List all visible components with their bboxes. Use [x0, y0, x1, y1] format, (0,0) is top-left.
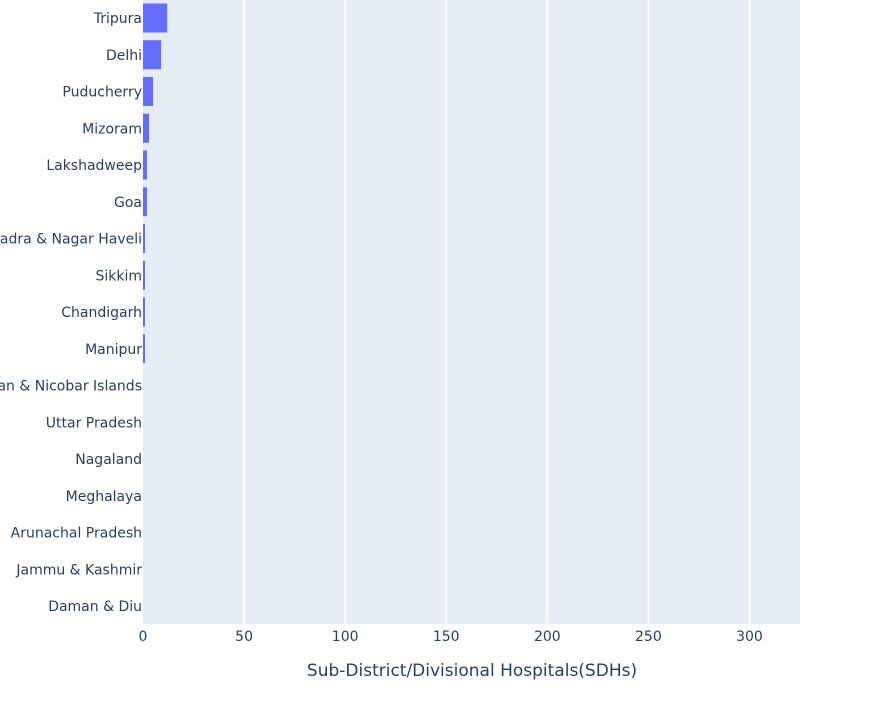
y-tick-label: Lakshadweep	[46, 158, 142, 174]
x-tick-label: 100	[332, 629, 359, 645]
y-tick-label: Goa	[114, 195, 142, 211]
y-tick-label: Nagaland	[75, 452, 142, 468]
x-tick-label: 150	[433, 629, 460, 645]
y-tick-label: Uttar Pradesh	[46, 415, 142, 431]
bar[interactable]	[143, 224, 146, 253]
y-tick-label: Mizoram	[82, 121, 142, 137]
bars	[143, 3, 168, 364]
bar[interactable]	[143, 150, 148, 180]
y-tick-label: Delhi	[106, 48, 142, 64]
y-tick-label: Tripura	[93, 11, 142, 27]
bar[interactable]	[143, 113, 150, 143]
y-tick-label: Dadra & Nagar Haveli	[0, 232, 142, 248]
x-tick-label: 200	[534, 629, 561, 645]
y-tick-label: Andaman & Nicobar Islands	[0, 379, 142, 395]
x-tick-labels: 0 50 100 150 200 250 300	[139, 629, 763, 645]
bar[interactable]	[143, 3, 168, 33]
y-tick-label: Daman & Diu	[48, 599, 142, 615]
y-tick-label: Chandigarh	[61, 305, 142, 321]
y-tick-label: Jammu & Kashmir	[15, 562, 142, 578]
y-tick-label: Sikkim	[95, 268, 142, 284]
x-tick-label: 250	[635, 629, 662, 645]
x-tick-label: 50	[235, 629, 253, 645]
bar[interactable]	[143, 77, 154, 106]
y-tick-label: Meghalaya	[66, 489, 142, 505]
bar[interactable]	[143, 334, 146, 364]
x-tick-label: 300	[736, 629, 763, 645]
y-tick-label: Puducherry	[62, 85, 142, 101]
y-tick-label: Manipur	[85, 342, 142, 358]
x-tick-label: 0	[139, 629, 148, 645]
bar[interactable]	[143, 40, 162, 70]
bar[interactable]	[143, 297, 146, 327]
bar[interactable]	[143, 260, 146, 290]
gridlines	[243, 0, 751, 624]
y-tick-label: Arunachal Pradesh	[11, 526, 142, 542]
y-tick-labels: Tripura Delhi Puducherry Mizoram Lakshadweep…	[0, 11, 142, 615]
x-axis-title: Sub-District/Divisional Hospitals(SDHs)	[307, 661, 637, 681]
bar[interactable]	[143, 187, 148, 217]
plot-background	[143, 0, 800, 624]
